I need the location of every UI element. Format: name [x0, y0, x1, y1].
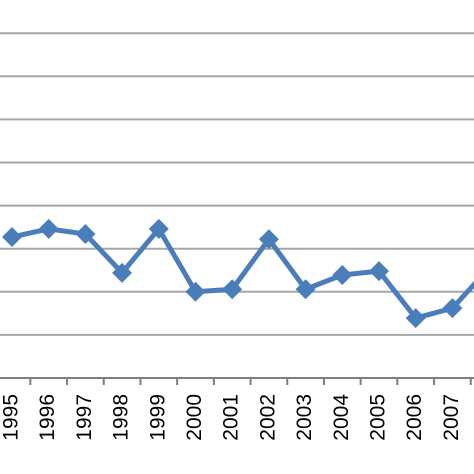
x-tick-label: 2000: [183, 394, 206, 441]
line: [11, 226, 474, 321]
x-tick-label: 2003: [293, 394, 316, 441]
marker: [332, 264, 353, 285]
x-tick-label: 2006: [403, 394, 426, 441]
x-tick-label: 2002: [256, 394, 279, 441]
marker: [148, 218, 169, 239]
marker: [75, 224, 96, 245]
x-tick-label: 1999: [146, 394, 169, 441]
x-tick-label: 1995: [0, 394, 23, 441]
marker: [442, 298, 463, 319]
marker: [38, 218, 59, 239]
x-tick-label: 2007: [440, 394, 463, 441]
marker: [405, 308, 426, 329]
marker: [112, 262, 133, 283]
x-tick-label: 2004: [330, 394, 353, 441]
marker: [222, 279, 243, 300]
x-tick-label: 1998: [110, 394, 133, 441]
marker: [258, 229, 279, 250]
x-tick-label: 1997: [73, 394, 96, 441]
marker: [369, 261, 389, 282]
marker: [185, 281, 206, 302]
x-tick-label: 2005: [367, 394, 390, 441]
x-tick-label: 2001: [220, 394, 243, 441]
marker: [2, 227, 22, 248]
x-tick-label: 1996: [36, 394, 59, 441]
marker: [295, 279, 316, 300]
